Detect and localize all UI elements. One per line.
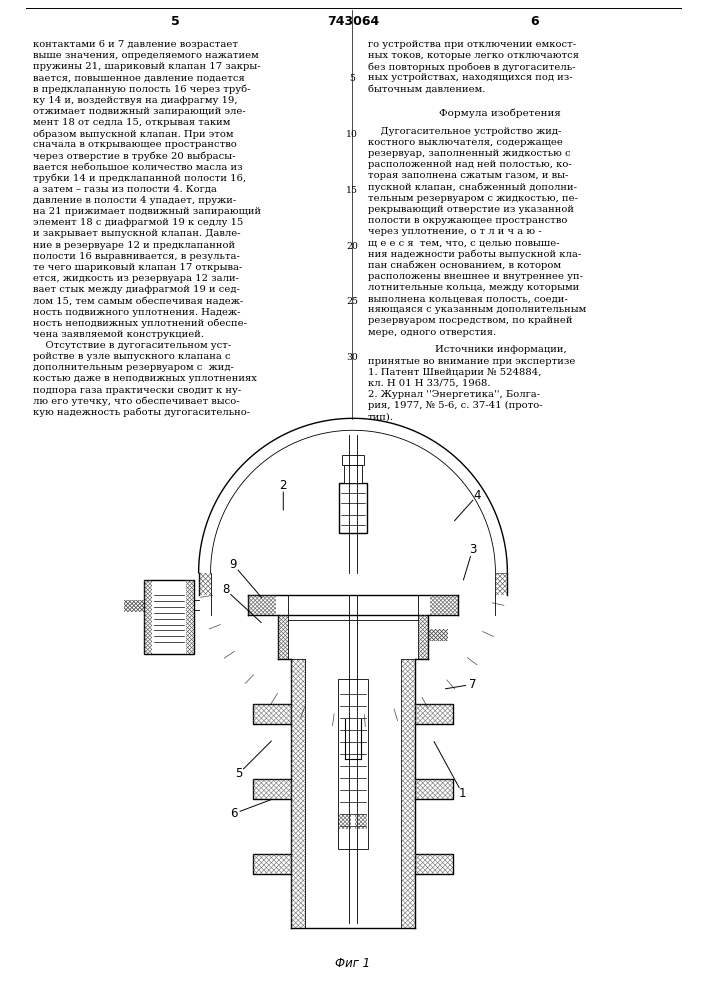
Text: го устройства при отключении емкост-: го устройства при отключении емкост- [368, 40, 576, 49]
Text: ных устройствах, находящихся под из-: ных устройствах, находящихся под из- [368, 73, 573, 82]
Text: выполнена кольцевая полость, соеди-: выполнена кольцевая полость, соеди- [368, 294, 568, 303]
Text: контактами 6 и 7 давление возрастает: контактами 6 и 7 давление возрастает [33, 40, 238, 49]
Text: 2. Журнал ''Энергетика'', Болга-: 2. Журнал ''Энергетика'', Болга- [368, 390, 540, 399]
Text: торая заполнена сжатым газом, и вы-: торая заполнена сжатым газом, и вы- [368, 171, 568, 180]
Text: 6: 6 [230, 807, 238, 820]
Text: а затем – газы из полости 4. Когда: а затем – газы из полости 4. Когда [33, 185, 217, 194]
Text: ку 14 и, воздействуя на диафрагму 19,: ку 14 и, воздействуя на диафрагму 19, [33, 96, 238, 105]
Text: вает стык между диафрагмой 19 и сед-: вает стык между диафрагмой 19 и сед- [33, 285, 240, 294]
Text: отжимает подвижный запирающий эле-: отжимает подвижный запирающий эле- [33, 107, 246, 116]
Text: 743064: 743064 [327, 15, 379, 28]
Text: 20: 20 [346, 242, 358, 251]
Text: Дугогасительное устройство жид-: Дугогасительное устройство жид- [368, 127, 561, 136]
Text: чена заявляемой конструкцией.: чена заявляемой конструкцией. [33, 330, 204, 339]
Text: расположенной над ней полостью, ко-: расположенной над ней полостью, ко- [368, 160, 572, 169]
Text: через уплотнение, о т л и ч а ю -: через уплотнение, о т л и ч а ю - [368, 227, 542, 236]
Text: 3: 3 [469, 543, 477, 556]
Bar [344, 465, 362, 483]
Text: полости в окружающее пространство: полости в окружающее пространство [368, 216, 567, 225]
Text: мере, одного отверстия.: мере, одного отверстия. [368, 328, 496, 337]
Text: образом выпускной клапан. При этом: образом выпускной клапан. При этом [33, 129, 234, 139]
Text: мент 18 от седла 15, открывая таким: мент 18 от седла 15, открывая таким [33, 118, 230, 127]
Text: дополнительным резервуаром с  жид-: дополнительным резервуаром с жид- [33, 363, 234, 372]
Text: ных токов, которые легко отключаются: ных токов, которые легко отключаются [368, 51, 579, 60]
Text: пан снабжен основанием, в котором: пан снабжен основанием, в котором [368, 261, 561, 270]
Text: рекрывающий отверстие из указанной: рекрывающий отверстие из указанной [368, 205, 574, 214]
Text: лю его утечку, что обеспечивает высо-: лю его утечку, что обеспечивает высо- [33, 397, 240, 406]
Text: тельным резервуаром с жидкостью, пе-: тельным резервуаром с жидкостью, пе- [368, 194, 578, 203]
Text: через отверстие в трубке 20 выбрасы-: через отверстие в трубке 20 выбрасы- [33, 151, 235, 161]
Text: трубки 14 и предклапанной полости 16,: трубки 14 и предклапанной полости 16, [33, 174, 246, 183]
Text: 10: 10 [346, 130, 358, 139]
Text: расположены внешнее и внутреннее уп-: расположены внешнее и внутреннее уп- [368, 272, 583, 281]
Text: элемент 18 с диафрагмой 19 к седлу 15: элемент 18 с диафрагмой 19 к седлу 15 [33, 218, 244, 227]
Text: Источники информации,: Источники информации, [435, 345, 566, 354]
Text: принятые во внимание при экспертизе: принятые во внимание при экспертизе [368, 357, 575, 366]
Text: те чего шариковый клапан 17 открыва-: те чего шариковый клапан 17 открыва- [33, 263, 243, 272]
Text: кую надежность работы дугогасительно-: кую надежность работы дугогасительно- [33, 408, 250, 417]
Text: тип).: тип). [368, 412, 394, 421]
Text: лом 15, тем самым обеспечивая надеж-: лом 15, тем самым обеспечивая надеж- [33, 296, 243, 305]
Text: полости 16 выравнивается, в результа-: полости 16 выравнивается, в результа- [33, 252, 240, 261]
Text: Отсутствие в дугогасительном уст-: Отсутствие в дугогасительном уст- [33, 341, 231, 350]
Text: лотнительные кольца, между которыми: лотнительные кольца, между которыми [368, 283, 579, 292]
Text: быточным давлением.: быточным давлением. [368, 84, 485, 93]
Text: ние в резервуаре 12 и предклапанной: ние в резервуаре 12 и предклапанной [33, 241, 235, 250]
Text: без повторных пробоев в дугогаситель-: без повторных пробоев в дугогаситель- [368, 62, 575, 72]
Text: 8: 8 [222, 583, 229, 596]
Text: Формула изобретения: Формула изобретения [440, 109, 561, 118]
Text: 6: 6 [530, 15, 539, 28]
Text: на 21 прижимает подвижный запирающий: на 21 прижимает подвижный запирающий [33, 207, 262, 216]
Text: ность неподвижных уплотнений обеспе-: ность неподвижных уплотнений обеспе- [33, 319, 247, 328]
Text: вается небольшое количество масла из: вается небольшое количество масла из [33, 163, 243, 172]
Bar [339, 483, 367, 533]
Text: в предклапанную полость 16 через труб-: в предклапанную полость 16 через труб- [33, 84, 251, 94]
Text: ройстве в узле выпускного клапана с: ройстве в узле выпускного клапана с [33, 352, 231, 361]
Bar [144, 580, 194, 654]
Text: пружины 21, шариковый клапан 17 закры-: пружины 21, шариковый клапан 17 закры- [33, 62, 261, 71]
Text: пускной клапан, снабженный дополни-: пускной клапан, снабженный дополни- [368, 183, 577, 192]
Text: 2: 2 [279, 479, 287, 492]
Text: 7: 7 [469, 678, 477, 691]
Text: костью даже в неподвижных уплотнениях: костью даже в неподвижных уплотнениях [33, 374, 257, 383]
Text: няющаяся с указанным дополнительным: няющаяся с указанным дополнительным [368, 305, 586, 314]
Text: кл. Н 01 Н 33/75, 1968.: кл. Н 01 Н 33/75, 1968. [368, 379, 491, 388]
Text: 25: 25 [346, 297, 358, 306]
Text: 5: 5 [171, 15, 180, 28]
Text: 4: 4 [474, 489, 481, 502]
Text: выше значения, определяемого нажатием: выше значения, определяемого нажатием [33, 51, 259, 60]
Text: рия, 1977, № 5-6, с. 37-41 (прото-: рия, 1977, № 5-6, с. 37-41 (прото- [368, 401, 542, 410]
Text: вается, повышенное давление подается: вается, повышенное давление подается [33, 73, 245, 82]
Text: ния надежности работы выпускной кла-: ния надежности работы выпускной кла- [368, 250, 581, 259]
Text: подпора газа практически сводит к ну-: подпора газа практически сводит к ну- [33, 386, 242, 395]
Text: резервуар, заполненный жидкостью с: резервуар, заполненный жидкостью с [368, 149, 571, 158]
Text: 5: 5 [235, 767, 242, 780]
Text: 15: 15 [346, 186, 358, 195]
Bar [338, 679, 368, 849]
Text: костного выключателя, содержащее: костного выключателя, содержащее [368, 138, 563, 147]
Text: резервуаром посредством, по крайней: резервуаром посредством, по крайней [368, 316, 573, 325]
Text: 30: 30 [346, 353, 358, 362]
Text: ность подвижного уплотнения. Надеж-: ность подвижного уплотнения. Надеж- [33, 308, 241, 317]
Text: 9: 9 [230, 558, 238, 571]
Text: 1. Патент Швейцарии № 524884,: 1. Патент Швейцарии № 524884, [368, 368, 542, 377]
Text: 1: 1 [459, 787, 467, 800]
Text: 5: 5 [349, 74, 355, 83]
Text: и закрывает выпускной клапан. Давле-: и закрывает выпускной клапан. Давле- [33, 229, 241, 238]
Text: Фиг 1: Фиг 1 [335, 957, 370, 970]
Text: сначала в открывающее пространство: сначала в открывающее пространство [33, 140, 237, 149]
Text: ется, жидкость из резервуара 12 зали-: ется, жидкость из резервуара 12 зали- [33, 274, 239, 283]
Text: давление в полости 4 упадает, пружи-: давление в полости 4 упадает, пружи- [33, 196, 237, 205]
Text: щ е е с я  тем, что, с целью повыше-: щ е е с я тем, что, с целью повыше- [368, 238, 559, 247]
Bar [342, 455, 364, 465]
